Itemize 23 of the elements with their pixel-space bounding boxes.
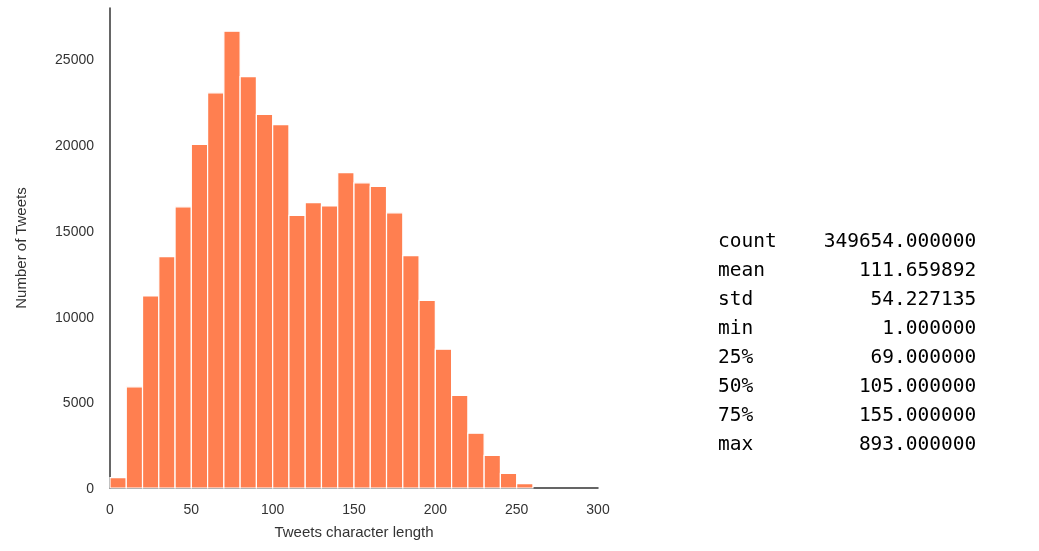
text: 75% 155.000000 bbox=[718, 402, 977, 428]
x-tick-label: 50 bbox=[183, 501, 200, 517]
text: min 1.000000 bbox=[718, 315, 977, 341]
x-axis-title: Tweets character length bbox=[274, 523, 434, 540]
text: 50% 105.000000 bbox=[718, 373, 977, 399]
x-tick-label: 250 bbox=[504, 501, 529, 517]
x-tick-label: 300 bbox=[586, 501, 610, 517]
y-tick-label: 25000 bbox=[55, 51, 95, 68]
text: mean 111.659892 bbox=[718, 257, 977, 283]
y-tick-label: 20000 bbox=[55, 137, 95, 154]
x-tick-label: 150 bbox=[342, 501, 366, 517]
x-tick-label: 0 bbox=[106, 501, 115, 517]
x-tick-label: 200 bbox=[423, 501, 448, 517]
y-tick-label: 10000 bbox=[55, 308, 95, 325]
text: std 54.227135 bbox=[718, 286, 977, 312]
text: max 893.000000 bbox=[718, 431, 977, 457]
text: 25% 69.000000 bbox=[718, 344, 977, 370]
text: count 349654.000000 bbox=[718, 228, 977, 254]
x-tick-label: 100 bbox=[260, 501, 285, 517]
y-axis-title: Number of Tweets bbox=[12, 187, 29, 309]
y-tick-label: 15000 bbox=[55, 222, 95, 239]
y-tick-label: 0 bbox=[86, 480, 95, 496]
y-tick-label: 5000 bbox=[62, 394, 95, 411]
